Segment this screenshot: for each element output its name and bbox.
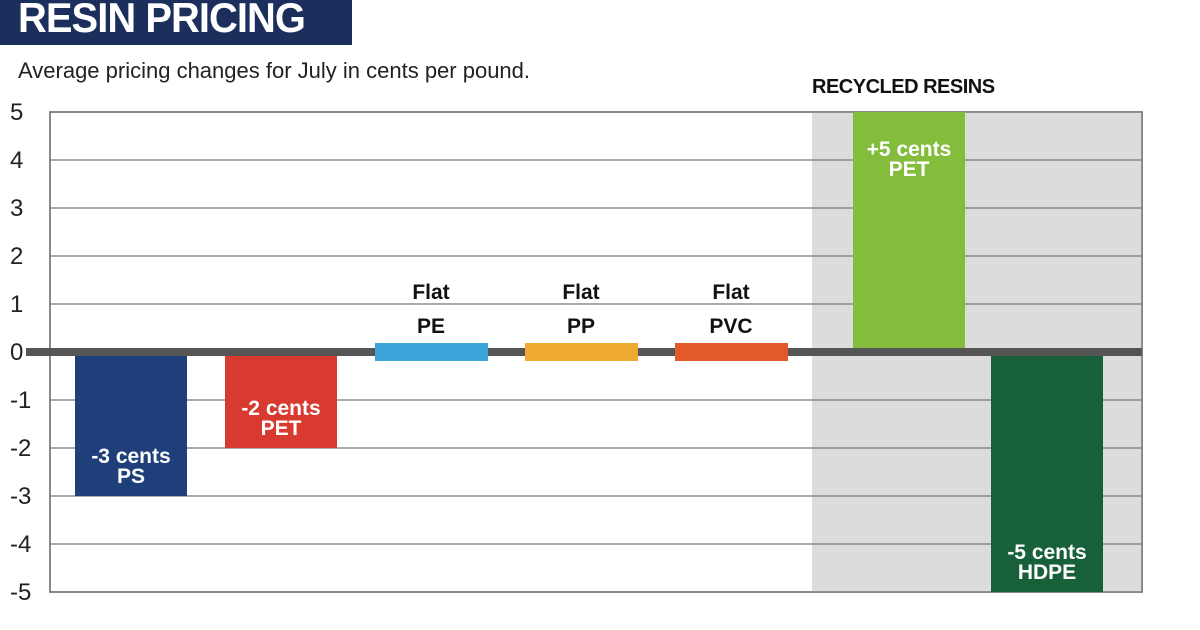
y-tick-label: 1: [10, 291, 23, 318]
chart-title: RESIN PRICING: [18, 0, 306, 41]
bar-label: -5 cents: [1007, 541, 1086, 564]
bar-resin-label: PET: [261, 417, 302, 440]
bar-resin-label: PP: [567, 315, 595, 338]
bar-recycled-pet: [853, 112, 965, 348]
bar-label: Flat: [412, 281, 449, 304]
bar-pet: [225, 356, 337, 448]
chart-subtitle: Average pricing changes for July in cent…: [18, 58, 531, 83]
recycled-section-label: RECYCLED RESINS: [812, 76, 995, 98]
y-tick-label: -4: [10, 531, 31, 558]
bar-resin-label: PVC: [709, 315, 752, 338]
bar-ps: [75, 356, 187, 496]
bar-resin-label: PE: [417, 315, 445, 338]
bar-recycled-hdpe: [991, 356, 1103, 592]
bar-resin-label: PET: [889, 158, 930, 181]
bar-label: -2 cents: [241, 397, 320, 420]
y-tick-label: -3: [10, 483, 31, 510]
y-tick-label: -2: [10, 435, 31, 462]
bar-label: -3 cents: [91, 445, 170, 468]
bar-label: Flat: [712, 281, 749, 304]
bar-pvc: [675, 343, 788, 361]
bar-label: +5 cents: [867, 138, 952, 161]
bar-pp: [525, 343, 638, 361]
y-tick-label: -5: [10, 579, 31, 606]
y-tick-label: 5: [10, 99, 23, 126]
y-tick-label: 4: [10, 147, 23, 174]
bar-resin-label: PS: [117, 465, 145, 488]
y-tick-label: 3: [10, 195, 23, 222]
title-banner: RESIN PRICING: [0, 0, 352, 45]
y-tick-label: 0: [10, 339, 23, 366]
bar-label: Flat: [562, 281, 599, 304]
bar-resin-label: HDPE: [1018, 561, 1076, 584]
bar-pe: [375, 343, 488, 361]
y-tick-label: 2: [10, 243, 23, 270]
y-tick-label: -1: [10, 387, 31, 414]
